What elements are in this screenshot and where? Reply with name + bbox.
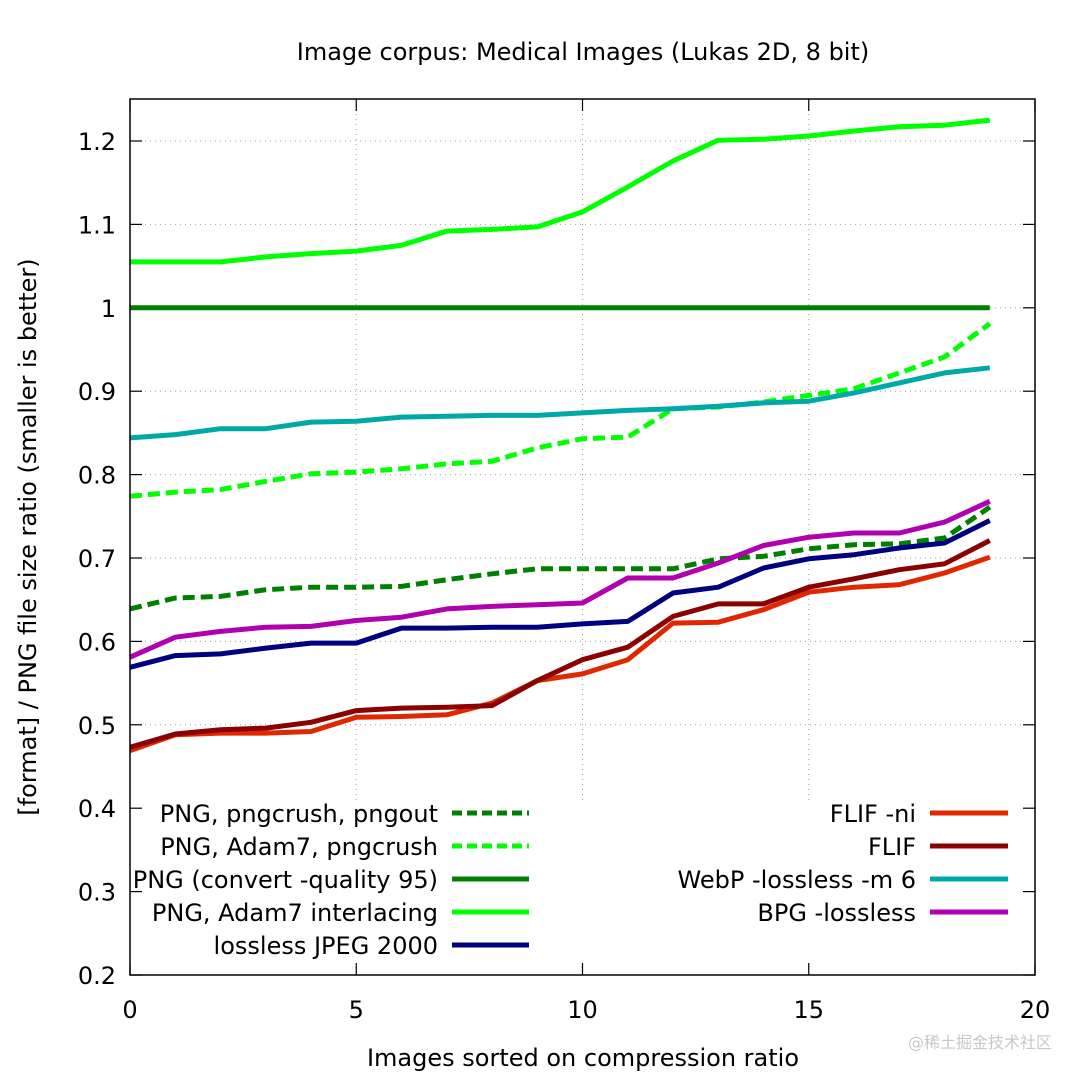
series-lines — [128, 117, 992, 754]
plot-frame — [129, 98, 1036, 976]
y-tick-label: 0.3 — [78, 879, 116, 907]
y-tick-label: 0.4 — [78, 795, 116, 823]
y-tick-label: 1 — [101, 295, 116, 323]
legend-label: PNG, pngcrush, pngout — [160, 800, 438, 828]
x-tick-label: 5 — [349, 996, 364, 1024]
y-tick-label: 0.6 — [78, 628, 116, 656]
y-tick-label: 0.8 — [78, 462, 116, 490]
series-lossless-jpeg-2000 — [129, 518, 991, 670]
series-png-adam7-interlacing — [130, 117, 991, 265]
legend-label: BPG -lossless — [757, 899, 916, 927]
chart-title: Image corpus: Medical Images (Lukas 2D, … — [297, 38, 870, 66]
x-tick-label: 20 — [1020, 996, 1051, 1024]
x-tick-label: 10 — [567, 996, 598, 1024]
grid — [130, 99, 1035, 800]
y-tick-label: 0.7 — [78, 545, 116, 573]
y-tick-label: 1.1 — [78, 211, 116, 239]
y-tick-labels: 0.2 0.3 0.4 0.5 0.6 0.7 0.8 0.9 1 1.1 1.2 — [78, 128, 116, 990]
x-axis-label: Images sorted on compression ratio — [367, 1044, 799, 1072]
series-webp-lossless-m-6 — [129, 365, 991, 441]
legend-label: FLIF -ni — [830, 800, 916, 828]
y-tick-label: 0.9 — [78, 378, 116, 406]
series-bpg-lossless — [128, 499, 991, 660]
series-flif — [129, 538, 991, 750]
y-tick-label: 1.2 — [78, 128, 116, 156]
legend-left: PNG, pngcrush, pngout PNG, Adam7, pngcrus… — [133, 800, 529, 960]
x-tick-labels: 0 5 10 15 20 — [122, 996, 1050, 1024]
y-tick-label: 0.5 — [78, 712, 116, 740]
series-png-adam7-pngcrush — [129, 321, 992, 499]
y-axis-label: [format] / PNG file size ratio (smaller … — [14, 258, 42, 815]
legend-label: PNG, Adam7 interlacing — [152, 899, 438, 927]
legend-label: WebP -lossless -m 6 — [678, 866, 916, 894]
legend-label: PNG, Adam7, pngcrush — [160, 833, 438, 861]
series-png-pngcrush-pngout — [129, 505, 992, 612]
series-flif-ni — [129, 554, 991, 754]
legend-label: FLIF — [868, 833, 916, 861]
y-tick-label: 0.2 — [78, 962, 116, 990]
x-tick-label: 0 — [122, 996, 137, 1024]
legend-label: PNG (convert -quality 95) — [133, 866, 438, 894]
x-tick-label: 15 — [793, 996, 824, 1024]
legend-label: lossless JPEG 2000 — [214, 932, 438, 960]
watermark: @稀土掘金技术社区 — [908, 1033, 1052, 1052]
legend-right: FLIF -ni FLIF WebP -lossless -m 6 BPG -loss… — [678, 800, 1008, 927]
